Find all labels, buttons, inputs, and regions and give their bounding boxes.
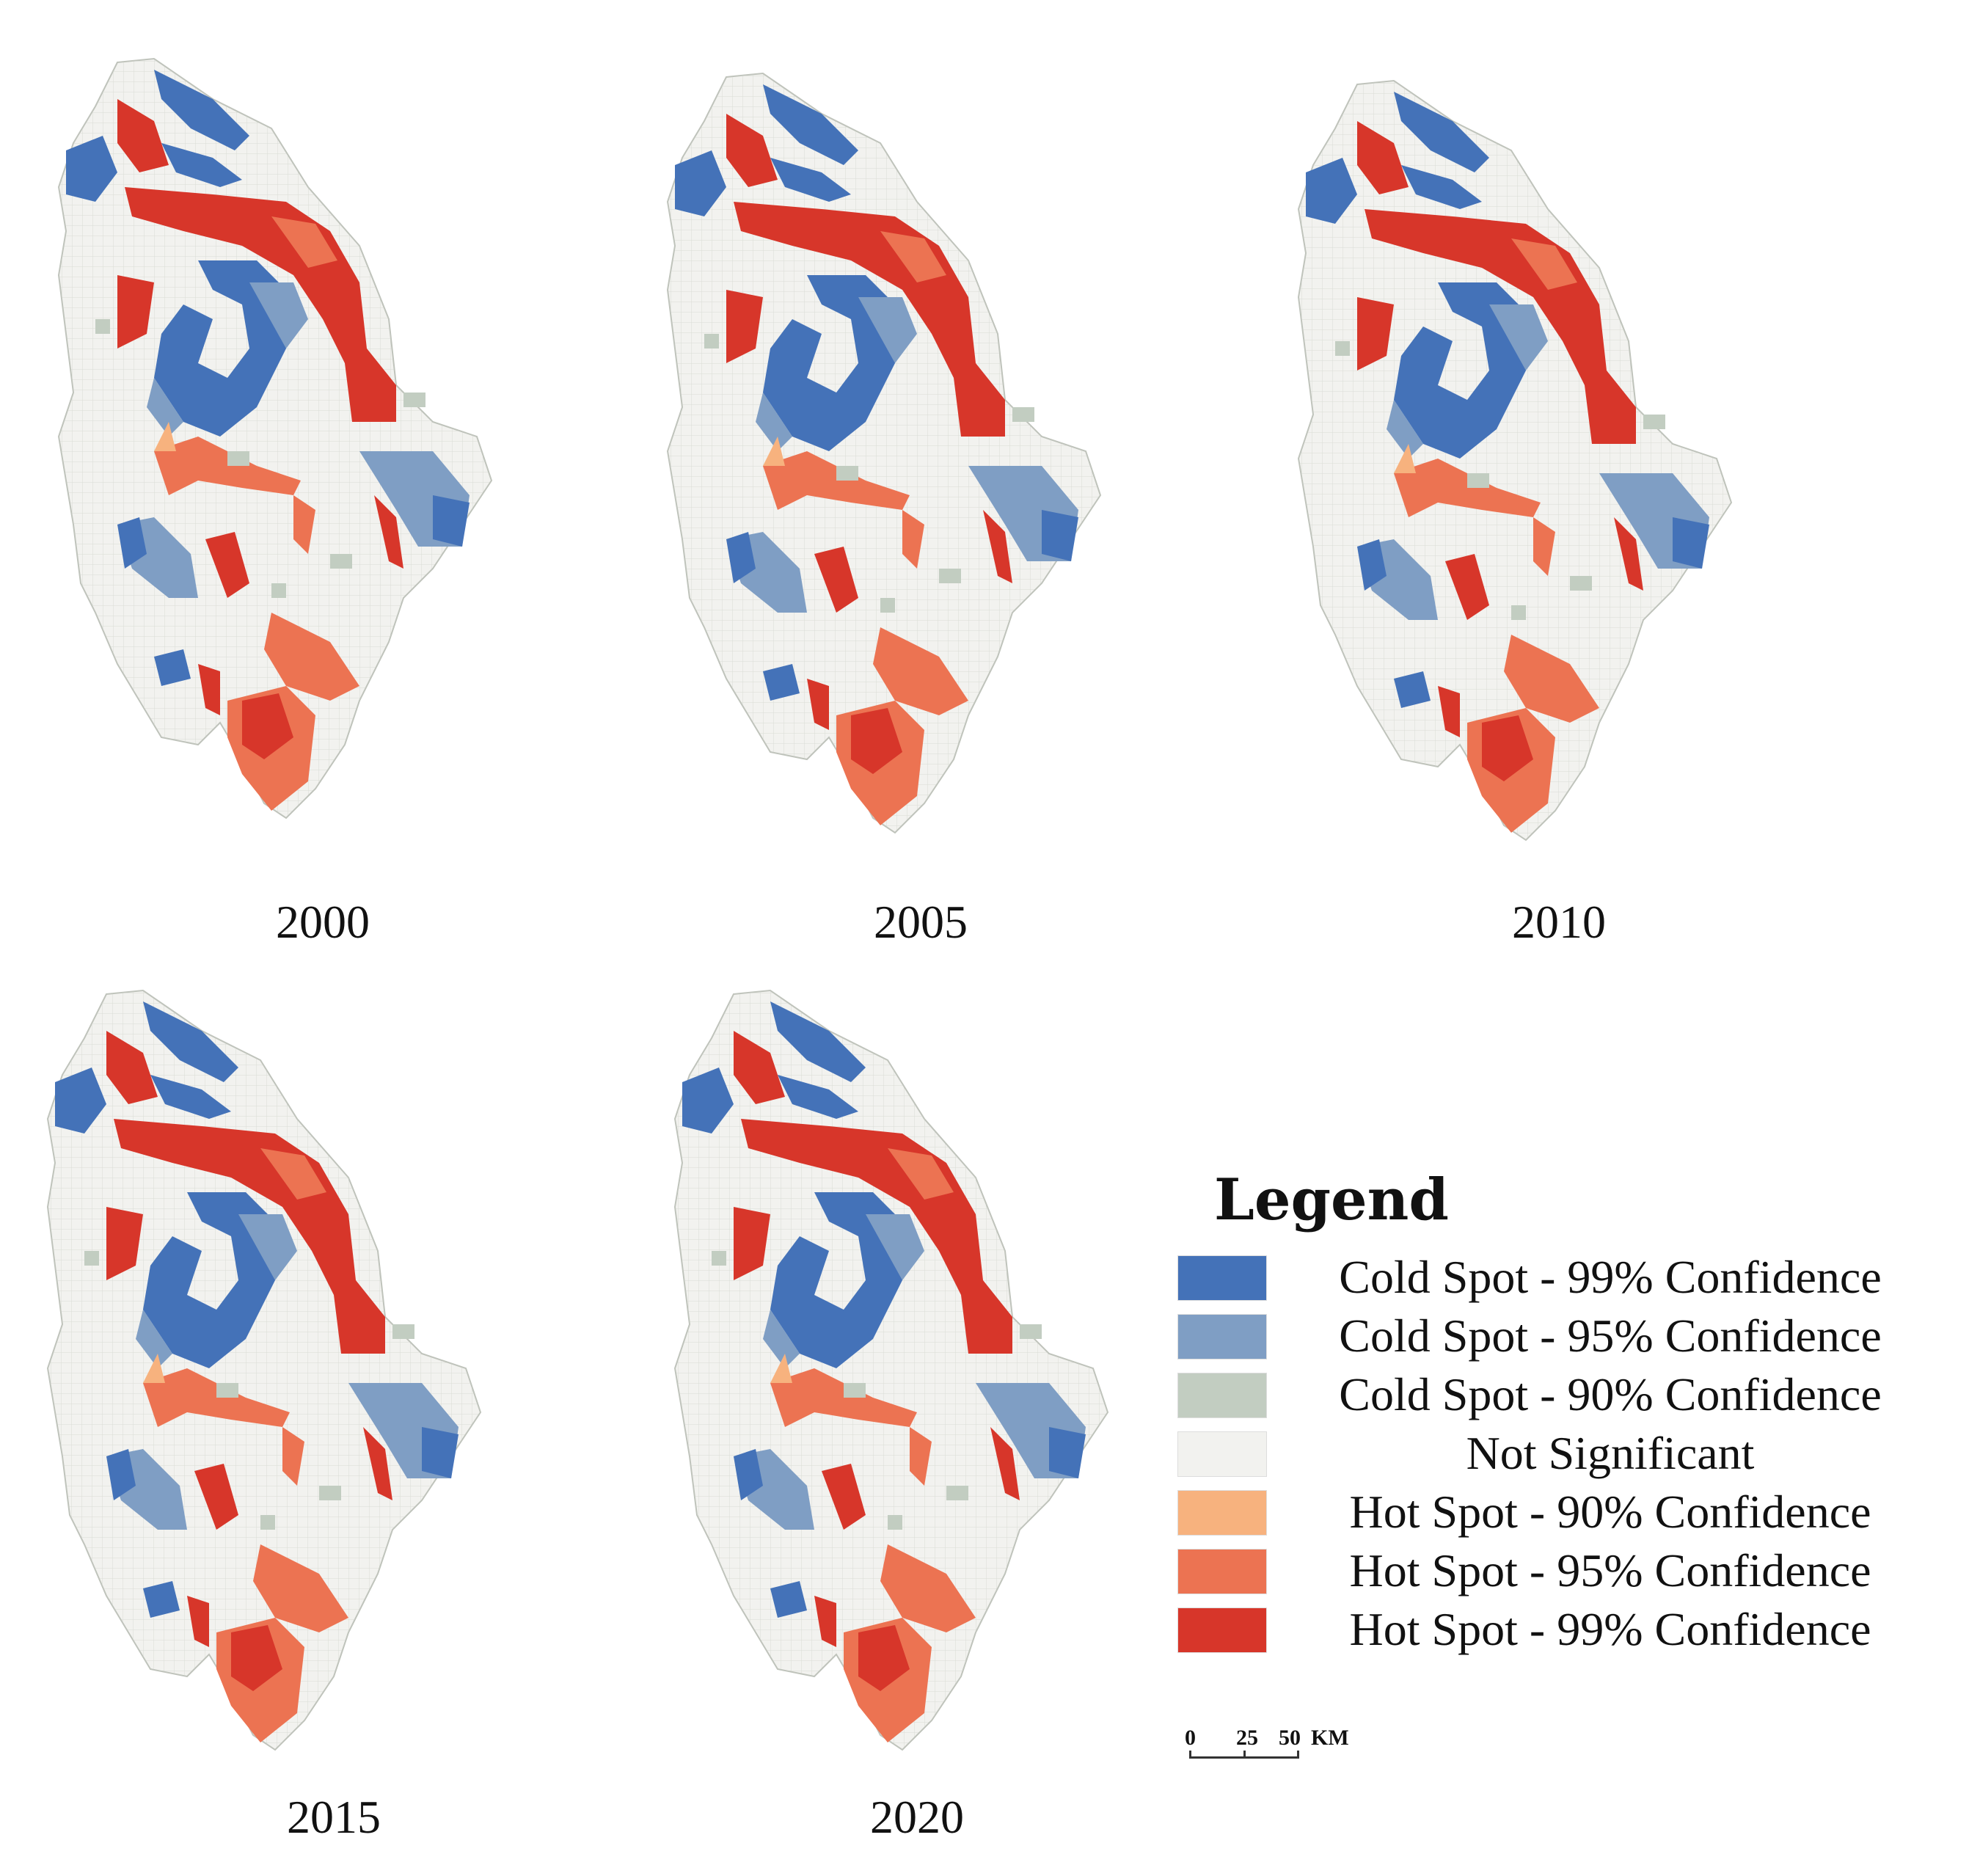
scale-tick-50: 50 — [1279, 1726, 1301, 1750]
legend-swatch — [1177, 1373, 1267, 1418]
legend-label: Cold Spot - 90% Confidence — [1339, 1368, 1882, 1420]
legend-item: Cold Spot - 95% Confidence — [1177, 1308, 1955, 1367]
legend-item: Hot Spot - 90% Confidence — [1177, 1484, 1955, 1543]
legend-item: Hot Spot - 99% Confidence — [1177, 1602, 1955, 1660]
year-label-2020: 2020 — [870, 1791, 964, 1843]
scale-mark — [1297, 1751, 1299, 1759]
legend-swatch — [1177, 1607, 1267, 1653]
map-panel-2010 — [1291, 51, 1761, 880]
year-label-2010: 2010 — [1512, 896, 1606, 948]
legend-swatch — [1177, 1431, 1267, 1477]
legend-label: Not Significant — [1466, 1427, 1755, 1479]
scale-mark — [1243, 1751, 1246, 1759]
scale-bar: 0 25 50 KM — [1185, 1726, 1376, 1762]
map-panel-2000 — [51, 29, 521, 858]
legend-label: Hot Spot - 99% Confidence — [1349, 1603, 1871, 1655]
legend-item: Hot Spot - 95% Confidence — [1177, 1543, 1955, 1602]
legend-swatch — [1177, 1255, 1267, 1301]
legend-swatch — [1177, 1549, 1267, 1594]
scale-tick-25: 25 — [1236, 1726, 1258, 1750]
map-panel-2005 — [660, 44, 1130, 873]
scale-tick-0: 0 — [1185, 1726, 1196, 1750]
year-label-2015: 2015 — [287, 1791, 381, 1843]
legend-label: Hot Spot - 95% Confidence — [1349, 1544, 1871, 1596]
scale-mark — [1189, 1751, 1191, 1759]
legend: Legend Cold Spot - 99% Confidence Cold S… — [1177, 1167, 1955, 1660]
legend-label: Hot Spot - 90% Confidence — [1349, 1486, 1871, 1538]
map-panel-2015 — [40, 961, 510, 1790]
legend-item: Cold Spot - 99% Confidence — [1177, 1249, 1955, 1308]
legend-label: Cold Spot - 95% Confidence — [1339, 1310, 1882, 1362]
legend-swatch — [1177, 1490, 1267, 1536]
legend-item: Not Significant — [1177, 1426, 1955, 1484]
legend-label: Cold Spot - 99% Confidence — [1339, 1251, 1882, 1303]
year-label-2005: 2005 — [874, 896, 968, 948]
map-panel-2020 — [668, 961, 1137, 1790]
scale-unit: KM — [1311, 1726, 1349, 1750]
year-label-2000: 2000 — [276, 896, 370, 948]
legend-item: Cold Spot - 90% Confidence — [1177, 1367, 1955, 1426]
legend-title: Legend — [1214, 1167, 1449, 1233]
legend-swatch — [1177, 1314, 1267, 1359]
